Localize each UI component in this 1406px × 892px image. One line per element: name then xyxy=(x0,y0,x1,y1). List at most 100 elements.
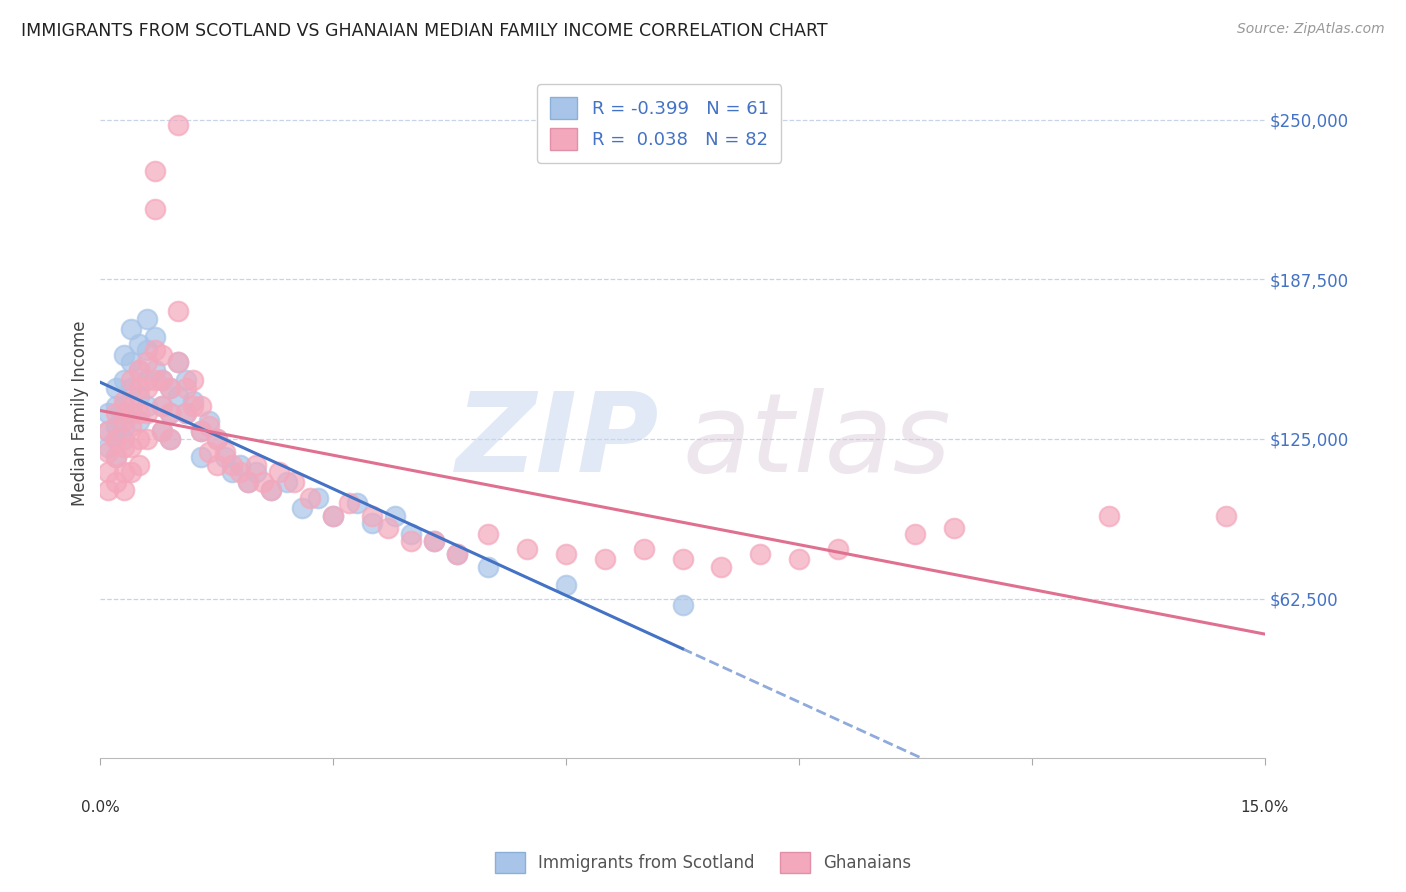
Point xyxy=(555,577,578,591)
Point xyxy=(120,399,142,413)
Point xyxy=(633,541,655,556)
Point xyxy=(143,373,166,387)
Point xyxy=(97,444,120,458)
Point xyxy=(827,541,849,556)
Point xyxy=(120,406,142,420)
Point xyxy=(104,419,127,434)
Point xyxy=(174,406,197,420)
Point xyxy=(152,373,174,387)
Point xyxy=(749,547,772,561)
Point xyxy=(159,381,181,395)
Point xyxy=(128,458,150,472)
Point xyxy=(135,399,157,413)
Point xyxy=(104,432,127,446)
Point xyxy=(787,552,810,566)
Point xyxy=(183,399,205,413)
Point xyxy=(236,475,259,490)
Point xyxy=(152,399,174,413)
Point xyxy=(167,118,190,132)
Y-axis label: Median Family Income: Median Family Income xyxy=(72,321,89,506)
Point xyxy=(128,363,150,377)
Point xyxy=(229,465,252,479)
Text: IMMIGRANTS FROM SCOTLAND VS GHANAIAN MEDIAN FAMILY INCOME CORRELATION CHART: IMMIGRANTS FROM SCOTLAND VS GHANAIAN MED… xyxy=(21,22,828,40)
Point xyxy=(190,425,212,439)
Point xyxy=(159,381,181,395)
Point xyxy=(135,373,157,387)
Point xyxy=(159,406,181,420)
Legend: Immigrants from Scotland, Ghanaians: Immigrants from Scotland, Ghanaians xyxy=(488,846,918,880)
Point xyxy=(128,337,150,351)
Text: 0.0%: 0.0% xyxy=(82,800,120,814)
Point xyxy=(167,304,190,318)
Point xyxy=(229,458,252,472)
Point xyxy=(671,552,693,566)
Point xyxy=(159,432,181,446)
Point xyxy=(205,432,228,446)
Point xyxy=(152,348,174,362)
Point xyxy=(174,406,197,420)
Point xyxy=(120,465,142,479)
Text: ZIP: ZIP xyxy=(456,387,659,494)
Point xyxy=(221,458,243,472)
Point xyxy=(361,508,384,523)
Point xyxy=(112,393,135,408)
Point xyxy=(143,330,166,344)
Point xyxy=(346,496,368,510)
Point xyxy=(221,465,243,479)
Point xyxy=(183,373,205,387)
Point xyxy=(143,202,166,216)
Point xyxy=(198,419,221,434)
Point xyxy=(143,343,166,357)
Text: Source: ZipAtlas.com: Source: ZipAtlas.com xyxy=(1237,22,1385,37)
Point xyxy=(384,508,406,523)
Point xyxy=(112,440,135,454)
Point xyxy=(135,381,157,395)
Point xyxy=(446,547,468,561)
Text: 15.0%: 15.0% xyxy=(1240,800,1289,814)
Point xyxy=(245,458,267,472)
Point xyxy=(167,388,190,402)
Point xyxy=(214,444,236,458)
Point xyxy=(120,381,142,395)
Point xyxy=(135,432,157,446)
Point xyxy=(104,399,127,413)
Point xyxy=(152,425,174,439)
Point xyxy=(322,508,344,523)
Point xyxy=(198,414,221,428)
Point xyxy=(377,521,399,535)
Point xyxy=(120,355,142,369)
Point xyxy=(112,465,135,479)
Point xyxy=(128,381,150,395)
Point xyxy=(298,491,321,505)
Point xyxy=(97,425,120,439)
Point xyxy=(943,521,966,535)
Point xyxy=(104,475,127,490)
Point xyxy=(152,399,174,413)
Point xyxy=(174,381,197,395)
Point xyxy=(516,541,538,556)
Point xyxy=(159,432,181,446)
Point xyxy=(252,475,274,490)
Point xyxy=(167,355,190,369)
Point xyxy=(236,475,259,490)
Point xyxy=(152,425,174,439)
Point xyxy=(593,552,616,566)
Point xyxy=(283,475,305,490)
Point xyxy=(120,419,142,434)
Point xyxy=(399,526,422,541)
Point xyxy=(214,450,236,464)
Point xyxy=(260,483,283,497)
Point xyxy=(322,508,344,523)
Point xyxy=(135,312,157,326)
Point xyxy=(128,432,150,446)
Point xyxy=(97,465,120,479)
Point xyxy=(446,547,468,561)
Point xyxy=(555,547,578,561)
Point xyxy=(167,355,190,369)
Point xyxy=(104,381,127,395)
Point xyxy=(97,406,120,420)
Point xyxy=(97,483,120,497)
Point xyxy=(477,559,499,574)
Point xyxy=(112,348,135,362)
Point xyxy=(190,450,212,464)
